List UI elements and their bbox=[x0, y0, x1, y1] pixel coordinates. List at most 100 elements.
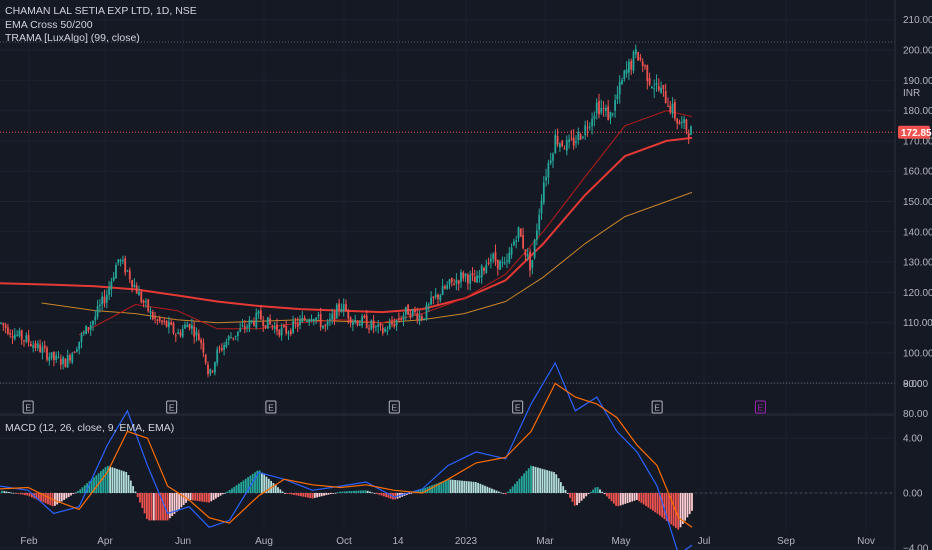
candle-down bbox=[294, 317, 297, 329]
candle-down bbox=[669, 100, 672, 115]
candle-down bbox=[467, 272, 469, 290]
histogram-bar bbox=[231, 488, 233, 493]
histogram-bar bbox=[203, 493, 206, 502]
ema-cross-legend[interactable]: EMA Cross 50/200 bbox=[5, 18, 93, 31]
symbol-title[interactable]: CHAMAN LAL SETIA EXP LTD, 1D, NSE bbox=[5, 5, 197, 17]
histogram-bar bbox=[134, 491, 137, 493]
histogram-bar bbox=[31, 493, 33, 498]
histogram-bar bbox=[569, 493, 571, 498]
histogram-bar bbox=[205, 493, 208, 503]
candle-up bbox=[448, 278, 451, 289]
earnings-marker[interactable]: E bbox=[166, 400, 178, 414]
candle-up bbox=[177, 328, 179, 335]
earnings-marker[interactable]: E bbox=[512, 400, 524, 414]
histogram-bar bbox=[256, 470, 259, 493]
ema-200-path bbox=[0, 136, 693, 314]
candle-down bbox=[303, 315, 306, 322]
macd-tick-label: 8.00 bbox=[903, 379, 923, 390]
histogram-bar bbox=[509, 489, 512, 493]
chart-legend: CHAMAN LAL SETIA EXP LTD, 1D, NSE EMA Cr… bbox=[5, 5, 197, 46]
earnings-marker-upcoming[interactable]: E bbox=[754, 400, 766, 414]
candle-down bbox=[43, 340, 46, 353]
candle-up bbox=[386, 325, 389, 336]
histogram-bar bbox=[139, 493, 141, 503]
candle-up bbox=[292, 315, 294, 335]
earnings-marker[interactable]: E bbox=[22, 400, 34, 414]
candle-down bbox=[607, 99, 610, 121]
histogram-bar bbox=[548, 470, 551, 493]
histogram-bar bbox=[109, 466, 111, 493]
histogram-bar bbox=[668, 493, 670, 523]
price-pane[interactable] bbox=[0, 44, 693, 378]
histogram-bar bbox=[307, 493, 309, 498]
histogram-bar bbox=[58, 493, 61, 503]
candle-down bbox=[563, 145, 566, 150]
candle-up bbox=[499, 259, 501, 270]
histogram-bar bbox=[534, 466, 537, 493]
candle-down bbox=[676, 117, 679, 130]
candle-down bbox=[204, 353, 207, 365]
candle-up bbox=[308, 318, 311, 326]
histogram-bar bbox=[665, 493, 668, 521]
candle-down bbox=[356, 320, 359, 327]
histogram-bar bbox=[286, 493, 289, 494]
earnings-letter: E bbox=[515, 403, 521, 413]
histogram-bar bbox=[484, 485, 486, 493]
candle-down bbox=[269, 314, 271, 326]
candle-up bbox=[310, 314, 313, 323]
candle-down bbox=[4, 322, 7, 334]
candle-up bbox=[89, 321, 92, 336]
candle-down bbox=[243, 320, 246, 334]
time-axis[interactable]: Feb Apr Jun Aug Oct 14 2023 Mar May Jul Sep Nov bbox=[20, 536, 875, 547]
earnings-marker[interactable]: E bbox=[651, 400, 663, 414]
histogram-bar bbox=[652, 493, 654, 511]
candle-down bbox=[687, 129, 690, 145]
histogram-bar bbox=[127, 475, 130, 493]
candle-down bbox=[170, 319, 173, 326]
candle-down bbox=[34, 340, 37, 352]
macd-axis[interactable]: 8.00 4.00 0.00 −4.00 bbox=[903, 379, 929, 550]
price-tick-label: 150.00 bbox=[903, 197, 932, 208]
candle-down bbox=[379, 322, 382, 331]
histogram-bar bbox=[228, 489, 231, 493]
candle-up bbox=[588, 122, 591, 131]
earnings-letter: E bbox=[268, 403, 274, 413]
macd-pane[interactable] bbox=[0, 361, 693, 550]
candle-down bbox=[579, 132, 582, 141]
candle-down bbox=[678, 119, 681, 125]
histogram-bar bbox=[226, 491, 229, 493]
histogram-bar bbox=[631, 493, 634, 502]
candle-up bbox=[99, 299, 101, 313]
histogram-bar bbox=[173, 493, 176, 514]
histogram-bar bbox=[49, 493, 52, 506]
histogram-bar bbox=[456, 480, 459, 493]
histogram-bar bbox=[530, 465, 532, 493]
macd-legend[interactable]: MACD (12, 26, close, 9, EMA, EMA) bbox=[5, 422, 175, 434]
time-tick-label: Jul bbox=[698, 536, 711, 547]
candle-down bbox=[349, 316, 352, 328]
price-axis[interactable]: 210.00 200.00 190.00 180.00 170.00 160.00 150.… bbox=[903, 15, 932, 420]
earnings-marker[interactable]: E bbox=[388, 400, 400, 414]
candle-up bbox=[614, 94, 616, 118]
candle-down bbox=[27, 329, 30, 347]
histogram-bar bbox=[357, 490, 360, 493]
candle-down bbox=[46, 345, 48, 362]
histogram-bar bbox=[19, 493, 22, 495]
macd-tick-label: −4.00 bbox=[903, 543, 929, 550]
candle-down bbox=[473, 269, 476, 283]
earnings-marker[interactable]: E bbox=[265, 400, 277, 414]
candle-up bbox=[18, 327, 21, 338]
candle-down bbox=[391, 316, 393, 328]
candle-down bbox=[664, 83, 667, 104]
histogram-bar bbox=[580, 493, 583, 501]
candle-down bbox=[220, 343, 223, 352]
candle-up bbox=[552, 152, 554, 168]
price-tick-label: 160.00 bbox=[903, 167, 932, 178]
candle-up bbox=[503, 256, 506, 265]
candle-down bbox=[598, 93, 600, 119]
candle-down bbox=[646, 64, 649, 90]
candle-up bbox=[651, 85, 653, 89]
trama-legend[interactable]: TRAMA [LuxAlgo] (99, close) bbox=[5, 32, 140, 44]
